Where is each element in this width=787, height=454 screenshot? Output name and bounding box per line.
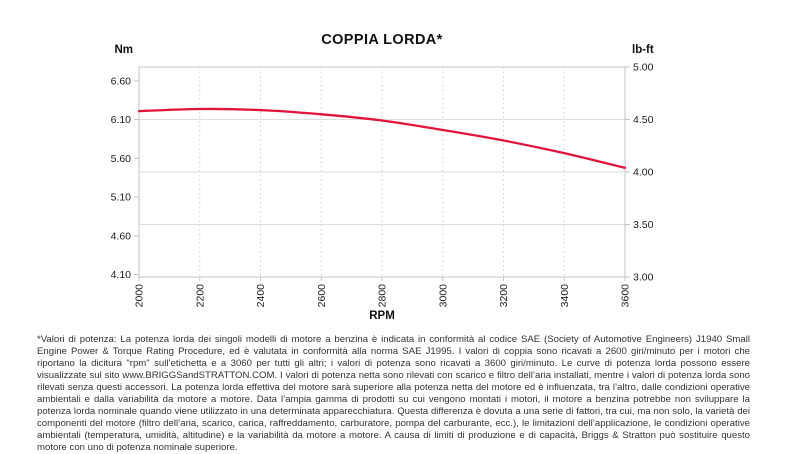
right-tick-label: 3.50: [633, 219, 654, 231]
left-tick-label: 5.10: [111, 192, 132, 204]
left-axis-unit: Nm: [114, 44, 133, 56]
x-tick-label: 2600: [316, 284, 328, 308]
right-axis-unit: lb-ft: [632, 44, 654, 56]
left-tick-label: 6.60: [111, 75, 132, 87]
chart-title: COPPIA LORDA*: [321, 32, 443, 48]
torque-chart: 6.60 6.10 5.60 5.10 4.60 4.10 5.00 4.50 4.00 3.50…: [111, 44, 654, 322]
x-tick-label: 2400: [255, 284, 267, 308]
x-tick-label: 3400: [559, 284, 571, 308]
x-tick-label: 3600: [620, 284, 632, 308]
left-tick-label: 4.10: [111, 269, 132, 281]
x-tick-label: 3000: [437, 284, 449, 308]
x-tick-label: 2000: [134, 284, 146, 308]
left-tick-label: 6.10: [111, 114, 132, 126]
right-tick-label: 4.00: [633, 167, 654, 179]
left-tick-label: 5.60: [111, 153, 132, 165]
x-tick-label: 3200: [498, 284, 510, 308]
footnote-text: *Valori di potenza: La potenza lorda dei…: [37, 334, 750, 453]
x-tick-label: 2800: [377, 284, 389, 308]
right-tick-label: 3.00: [633, 272, 654, 284]
left-tick-label: 4.60: [111, 230, 132, 242]
x-axis-label: RPM: [369, 310, 395, 322]
x-tick-label: 2200: [194, 284, 206, 308]
right-tick-label: 4.50: [633, 114, 654, 126]
right-tick-label: 5.00: [633, 62, 654, 74]
torque-curve: [137, 107, 627, 169]
